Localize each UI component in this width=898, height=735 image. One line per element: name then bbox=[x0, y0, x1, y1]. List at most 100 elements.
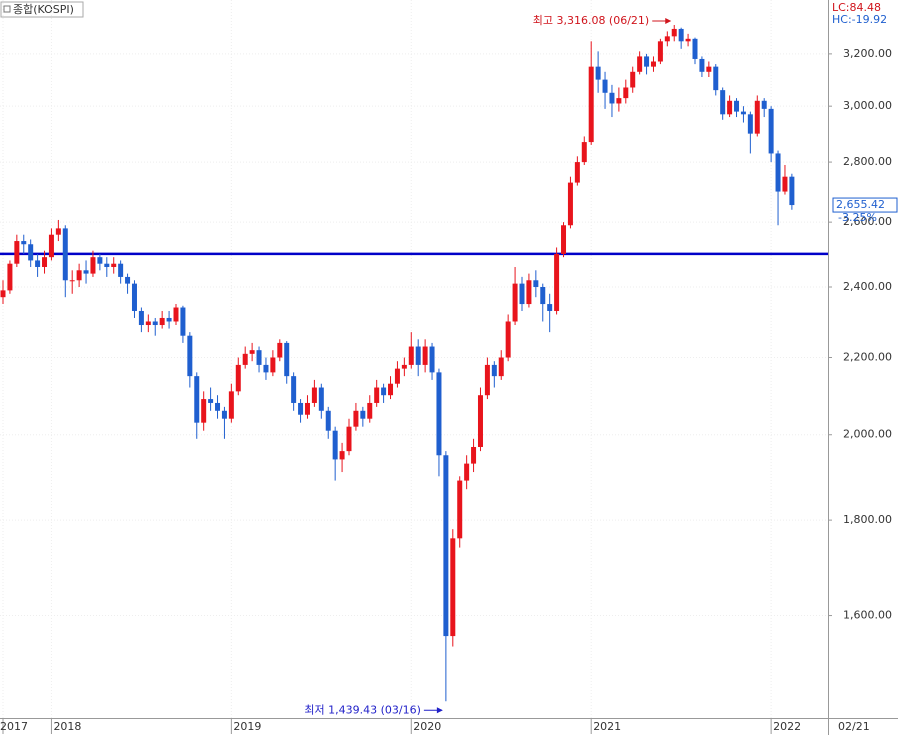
candle-body bbox=[291, 376, 297, 403]
candle-body bbox=[547, 304, 553, 311]
candle-body bbox=[159, 317, 165, 326]
candle-body bbox=[346, 426, 352, 452]
candle-body bbox=[519, 283, 525, 305]
candle-body bbox=[367, 402, 373, 419]
candle-body bbox=[228, 391, 234, 419]
candle-body bbox=[768, 108, 774, 154]
y-tick-label: 3,200.00 bbox=[843, 47, 892, 60]
last-price-label: 2,655.42 bbox=[836, 198, 885, 211]
change-label: -3.25% bbox=[838, 211, 877, 224]
candle-body bbox=[284, 342, 290, 377]
x-tick-label: 2018 bbox=[53, 720, 81, 733]
candle-body bbox=[249, 350, 255, 354]
candle-body bbox=[471, 446, 477, 464]
candle-body bbox=[415, 346, 421, 365]
x-tick-label: 2019 bbox=[233, 720, 261, 733]
x-end-label: 02/21 bbox=[838, 720, 870, 733]
candle-body bbox=[7, 263, 13, 291]
candle-body bbox=[145, 321, 151, 326]
candle-body bbox=[561, 225, 567, 254]
chart-title: 종합(KOSPI) bbox=[13, 3, 74, 16]
candle-body bbox=[21, 241, 27, 245]
low-arrow-head bbox=[436, 707, 443, 714]
candle-body bbox=[221, 410, 227, 419]
candle-body bbox=[727, 100, 733, 115]
candle-body bbox=[235, 364, 241, 392]
candle-body bbox=[325, 410, 331, 431]
candle-body bbox=[201, 399, 207, 423]
candle-body bbox=[180, 307, 186, 336]
candle-body bbox=[381, 387, 387, 396]
candle-body bbox=[187, 335, 193, 377]
candle-body bbox=[401, 364, 407, 369]
y-tick-label: 3,000.00 bbox=[843, 99, 892, 112]
candle-body bbox=[408, 346, 414, 365]
candle-body bbox=[28, 244, 34, 261]
candle-body bbox=[125, 276, 131, 284]
candle-body bbox=[304, 402, 310, 415]
candle-body bbox=[595, 66, 601, 80]
candle-body bbox=[782, 176, 788, 192]
candle-body bbox=[477, 395, 483, 447]
candle-body bbox=[14, 241, 20, 264]
candle-body bbox=[69, 280, 75, 282]
last-price-box bbox=[832, 197, 898, 213]
candle-body bbox=[270, 357, 276, 373]
candle-body bbox=[318, 387, 324, 411]
title-icon bbox=[3, 5, 11, 13]
candle-body bbox=[360, 410, 366, 419]
candle-body bbox=[740, 111, 746, 115]
candle-body bbox=[0, 290, 6, 298]
candle-body bbox=[754, 100, 760, 134]
candle-body bbox=[388, 383, 394, 396]
candle-body bbox=[215, 402, 221, 411]
y-tick-label: 2,800.00 bbox=[843, 155, 892, 168]
candle-body bbox=[76, 270, 82, 281]
x-tick-label: 2017 bbox=[0, 720, 28, 733]
candle-body bbox=[298, 402, 304, 415]
candle-body bbox=[664, 36, 670, 42]
candle-body bbox=[62, 228, 68, 281]
candle-body bbox=[630, 71, 636, 88]
y-tick-label: 1,800.00 bbox=[843, 513, 892, 526]
candle-body bbox=[339, 451, 345, 460]
candle-body bbox=[484, 364, 490, 396]
hc-label: HC:-19.92 bbox=[832, 13, 887, 26]
candle-body bbox=[671, 28, 677, 37]
candle-body bbox=[491, 364, 497, 377]
candle-body bbox=[394, 368, 400, 384]
candle-body bbox=[194, 376, 200, 423]
candle-body bbox=[138, 310, 144, 326]
candle-body bbox=[97, 257, 103, 264]
candle-body bbox=[429, 346, 435, 373]
candle-body bbox=[581, 142, 587, 163]
candle-body bbox=[540, 286, 546, 305]
y-tick-label: 2,400.00 bbox=[843, 280, 892, 293]
candle-body bbox=[131, 283, 137, 311]
candle-body bbox=[505, 321, 511, 358]
candle-body bbox=[574, 162, 580, 183]
candle-body bbox=[498, 357, 504, 377]
lc-label: LC:84.48 bbox=[832, 1, 881, 14]
candle-body bbox=[374, 387, 380, 403]
candle-body bbox=[616, 98, 622, 104]
candle-body bbox=[42, 257, 48, 267]
candle-body bbox=[443, 455, 449, 637]
candle-body bbox=[554, 253, 560, 311]
candle-body bbox=[526, 280, 532, 305]
candle-body bbox=[678, 28, 684, 42]
candle-body bbox=[104, 263, 110, 267]
candle-body bbox=[650, 61, 656, 67]
candle-body bbox=[256, 350, 262, 365]
candle-body bbox=[83, 270, 89, 274]
candle-body bbox=[734, 100, 740, 112]
candle-body bbox=[464, 463, 470, 481]
y-tick-label: 2,200.00 bbox=[843, 351, 892, 364]
candle-body bbox=[644, 56, 650, 67]
candle-body bbox=[35, 260, 41, 267]
y-tick-label: 1,600.00 bbox=[843, 609, 892, 622]
candle-body bbox=[775, 153, 781, 192]
candle-body bbox=[55, 228, 61, 235]
